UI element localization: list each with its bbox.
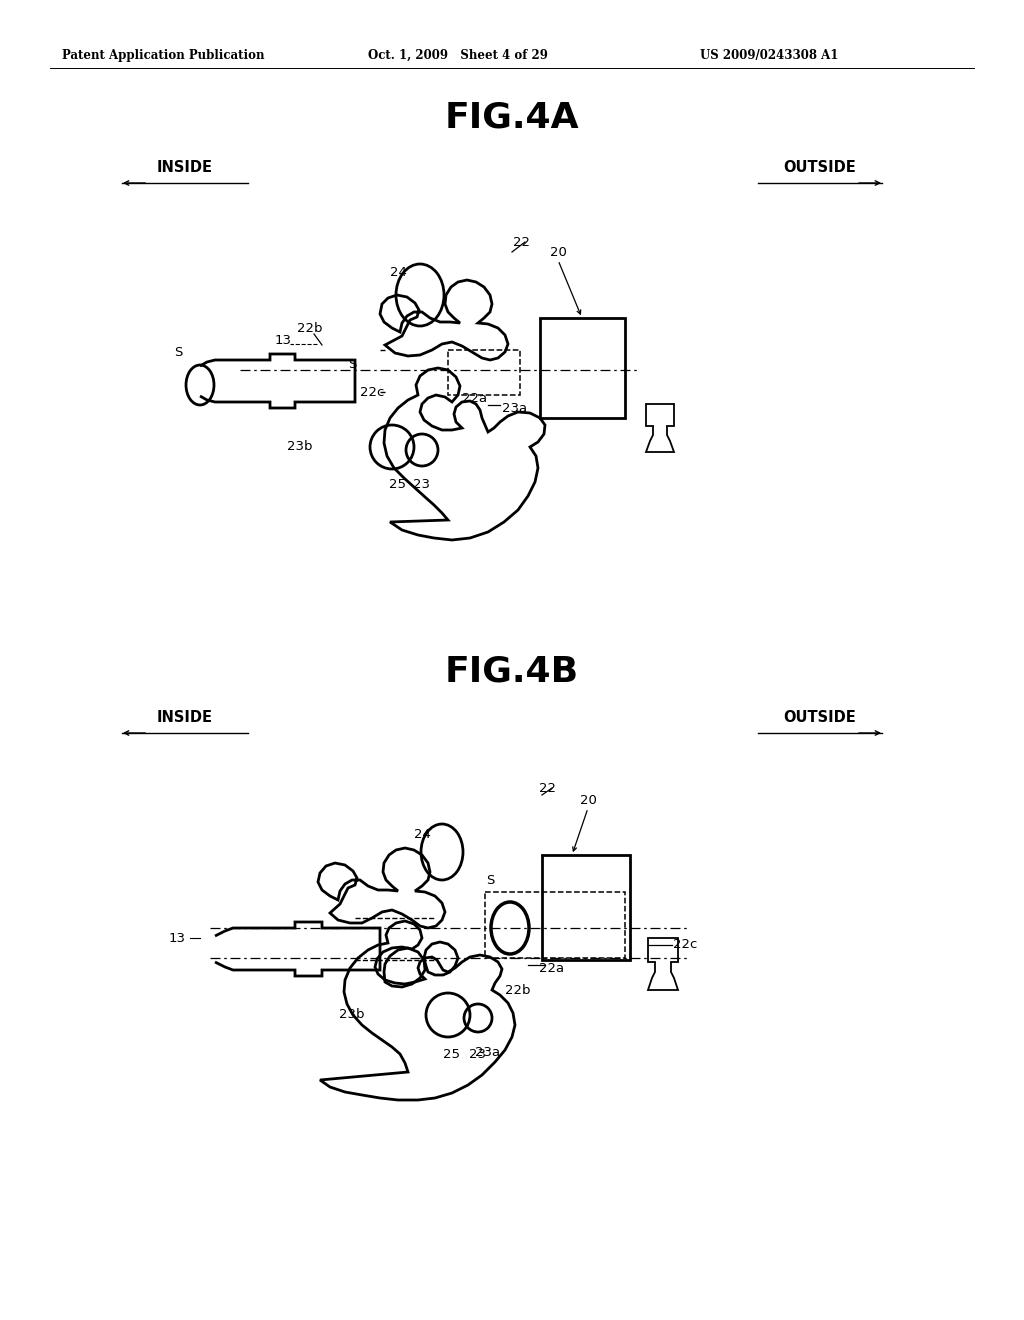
Text: Oct. 1, 2009   Sheet 4 of 29: Oct. 1, 2009 Sheet 4 of 29	[368, 49, 548, 62]
Text: 24: 24	[389, 265, 407, 279]
Text: 23: 23	[414, 478, 430, 491]
Text: 22: 22	[513, 235, 530, 248]
Text: OUTSIDE: OUTSIDE	[783, 710, 856, 726]
Text: FIG.4A: FIG.4A	[444, 102, 580, 135]
Text: 20: 20	[580, 793, 596, 807]
Text: 13: 13	[169, 932, 185, 945]
Text: S: S	[174, 346, 182, 359]
Text: 13: 13	[274, 334, 292, 346]
Text: 25: 25	[389, 478, 407, 491]
Text: 25: 25	[443, 1048, 461, 1061]
Text: 23a: 23a	[475, 1045, 501, 1059]
Text: 24: 24	[414, 829, 430, 842]
Text: INSIDE: INSIDE	[157, 161, 213, 176]
Text: 23b: 23b	[288, 441, 312, 454]
Text: S: S	[348, 359, 356, 371]
Text: 23b: 23b	[339, 1008, 365, 1022]
Text: 22b: 22b	[297, 322, 323, 334]
Text: 20: 20	[550, 246, 566, 259]
Text: FIG.4B: FIG.4B	[445, 655, 579, 689]
Text: 22: 22	[540, 781, 556, 795]
Text: S: S	[485, 874, 495, 887]
Text: 22c: 22c	[359, 385, 384, 399]
Text: 22a: 22a	[463, 392, 487, 404]
Text: 22a: 22a	[540, 961, 564, 974]
Text: US 2009/0243308 A1: US 2009/0243308 A1	[700, 49, 839, 62]
Text: Patent Application Publication: Patent Application Publication	[62, 49, 264, 62]
Text: 23: 23	[469, 1048, 486, 1061]
Text: 22b: 22b	[505, 983, 530, 997]
Text: OUTSIDE: OUTSIDE	[783, 161, 856, 176]
Text: 22c: 22c	[673, 939, 697, 952]
Text: INSIDE: INSIDE	[157, 710, 213, 726]
Text: 23a: 23a	[502, 401, 527, 414]
